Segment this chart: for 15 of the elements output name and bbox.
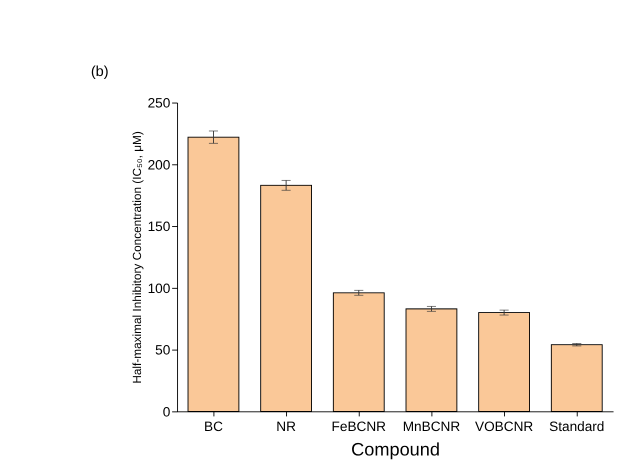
- y-tick-label: 150: [148, 219, 171, 234]
- text: (b): [90, 64, 109, 80]
- y-axis-title: Half-maximal Inhibitory Concentration (IC₅₀, μM): [130, 131, 144, 384]
- x-tick-label: Standard: [549, 418, 604, 434]
- y-tick-label: 200: [148, 157, 171, 172]
- y-tick-label: 100: [148, 280, 171, 296]
- y-tick-label: 50: [155, 342, 171, 358]
- y-tick-label: 250: [148, 96, 171, 111]
- x-tick-label: BC: [204, 418, 224, 434]
- x-tick-label: VOBCNR: [474, 418, 534, 434]
- x-tick-label: FeBCNR: [332, 418, 386, 434]
- y-tick-label: 0: [162, 404, 171, 420]
- x-tick-label: MnBCNR: [402, 418, 460, 434]
- x-axis-title: Compound: [351, 439, 440, 460]
- x-tick-label: NR: [276, 418, 296, 434]
